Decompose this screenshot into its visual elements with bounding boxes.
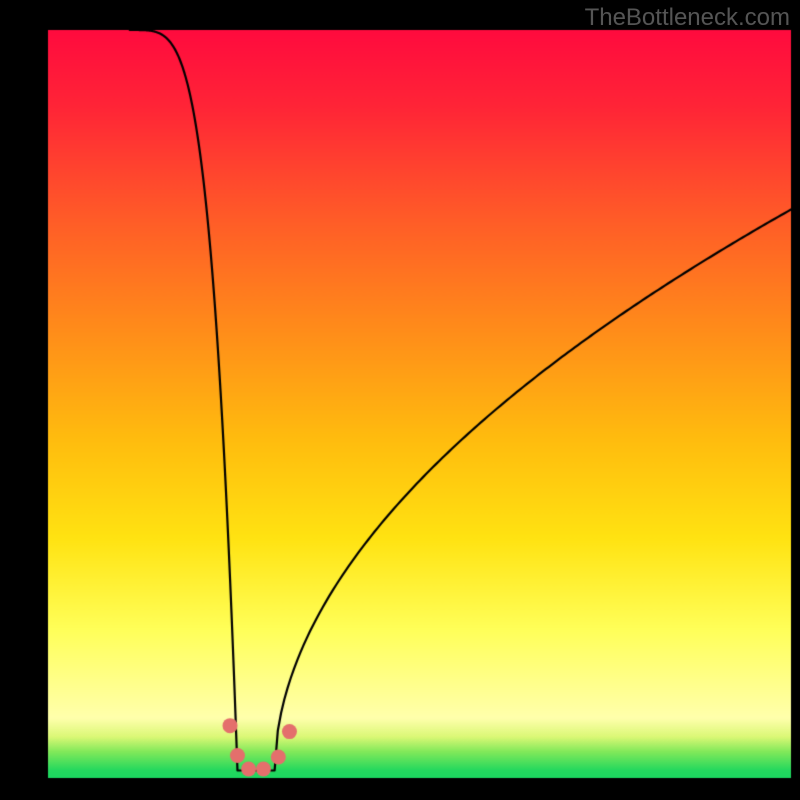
- watermark-text: TheBottleneck.com: [585, 4, 790, 32]
- bottleneck-chart: [0, 0, 800, 800]
